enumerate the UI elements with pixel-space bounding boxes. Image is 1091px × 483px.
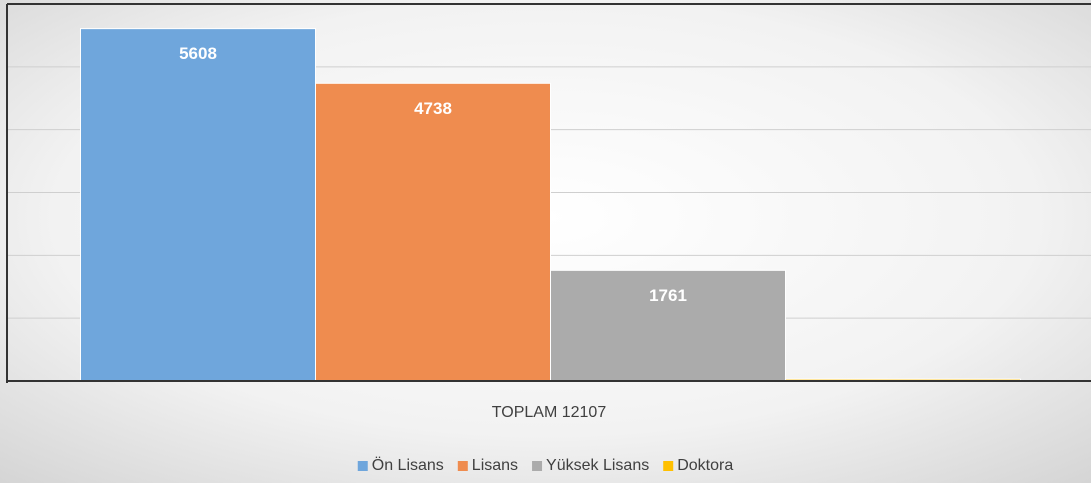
legend-label: Yüksek Lisans bbox=[546, 457, 649, 474]
bar bbox=[80, 28, 316, 382]
data-label: 1761 bbox=[649, 286, 687, 305]
legend-swatch bbox=[357, 461, 368, 471]
legend-swatch bbox=[532, 461, 543, 471]
legend-label: Ön Lisans bbox=[372, 456, 444, 474]
bar bbox=[550, 269, 786, 382]
data-label: 5608 bbox=[179, 44, 217, 63]
legend-label: Doktora bbox=[677, 457, 733, 474]
bar bbox=[315, 82, 551, 382]
legend-swatch bbox=[663, 461, 674, 471]
x-tick-label: TOPLAM 12107 bbox=[492, 404, 607, 421]
legend-label: Lisans bbox=[472, 457, 518, 474]
legend-swatch bbox=[457, 461, 468, 471]
data-label: 4738 bbox=[414, 99, 452, 118]
